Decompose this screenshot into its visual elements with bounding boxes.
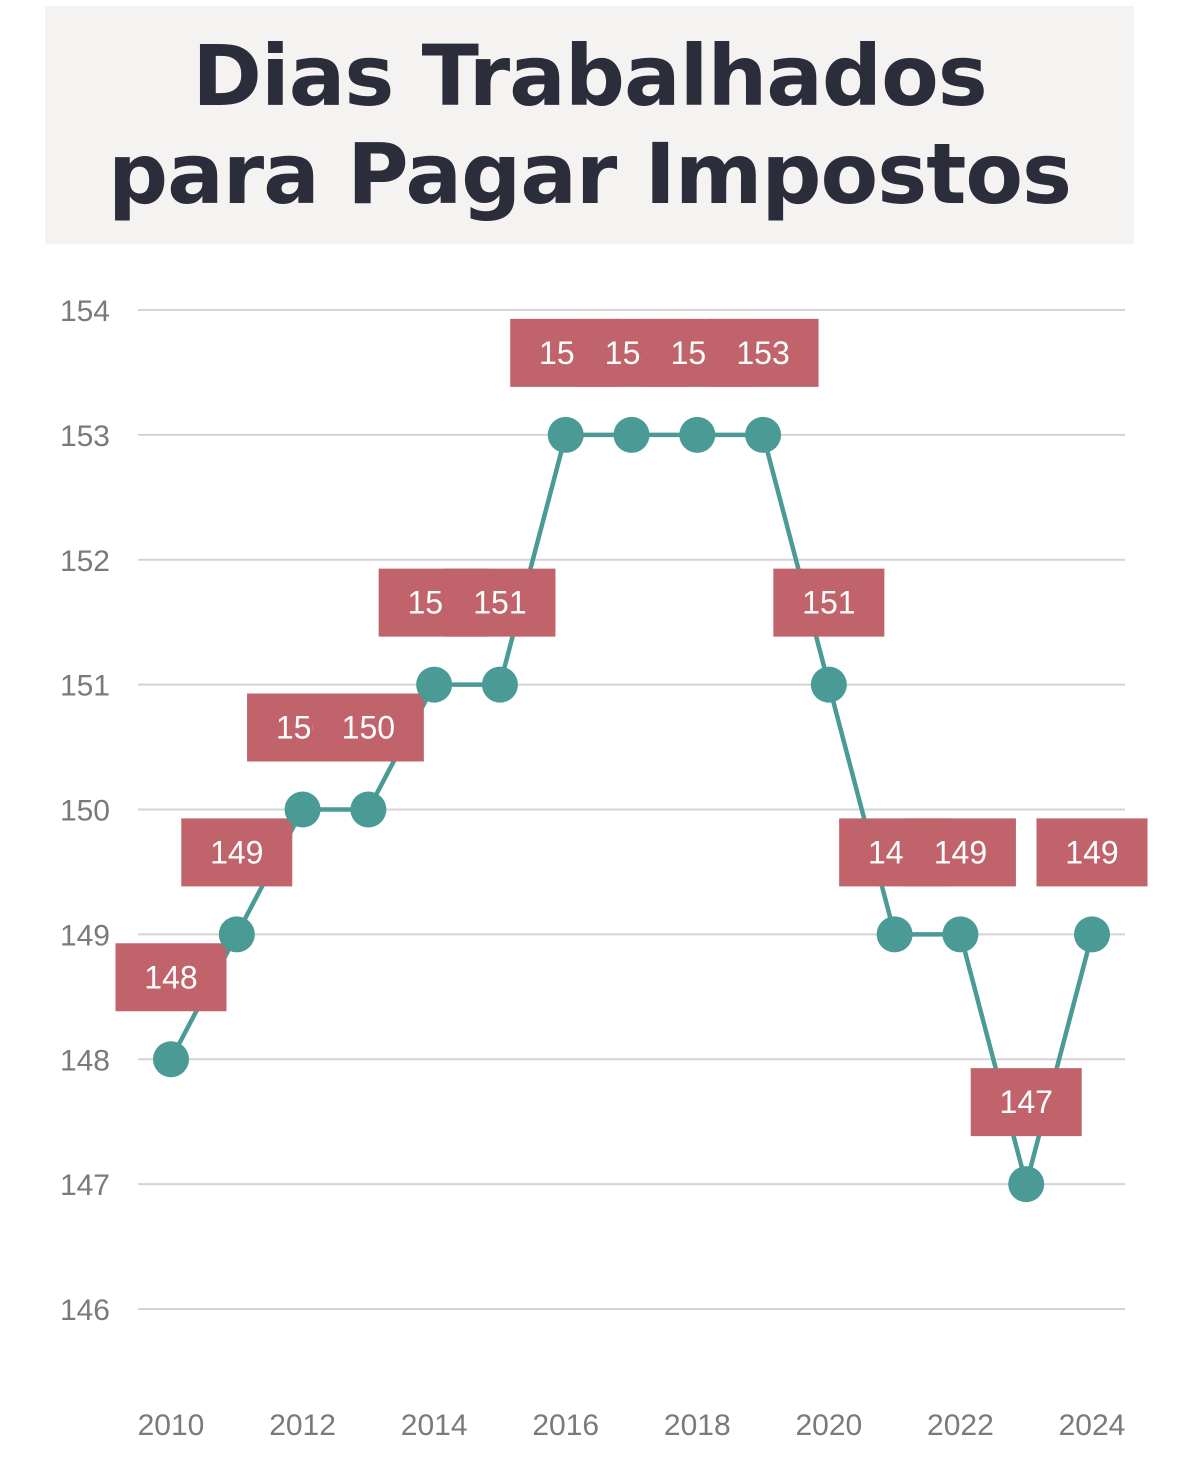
data-point-2013: [350, 791, 387, 828]
x-tick-label: 2018: [664, 1409, 731, 1442]
data-label-2024: 149: [1036, 818, 1148, 887]
data-label-text: 147: [1000, 1084, 1053, 1120]
y-tick-label: 146: [60, 1294, 110, 1327]
data-label-text: 153: [736, 335, 789, 371]
data-point-2024: [1074, 916, 1110, 953]
data-label-box: [707, 318, 819, 387]
data-label-2011: 149: [181, 818, 293, 887]
data-points: [153, 416, 1110, 1203]
data-label-box: [970, 1068, 1082, 1137]
data-point-2015: [481, 666, 518, 703]
data-point-2017: [613, 416, 650, 453]
y-tick-label: 152: [60, 545, 110, 578]
data-point-2010: [153, 1041, 189, 1078]
x-tick-label: 2016: [532, 1409, 599, 1442]
data-label-text: 148: [144, 959, 197, 995]
data-label-2013: 150: [312, 693, 424, 762]
y-tick-label: 153: [60, 420, 110, 453]
data-label-text: 151: [802, 585, 855, 621]
data-point-2019: [745, 416, 782, 453]
data-point-2020: [810, 666, 847, 703]
y-tick-label: 151: [60, 670, 110, 703]
x-tick-label: 2012: [269, 1409, 336, 1442]
data-label-2010: 148: [115, 943, 227, 1012]
x-tick-label: 2020: [795, 1409, 862, 1442]
data-point-2012: [284, 791, 321, 828]
data-label-2020: 151: [773, 568, 885, 637]
data-label-text: 149: [210, 834, 263, 870]
chart-title: Dias Trabalhados para Pagar Impostos: [107, 27, 1072, 223]
x-tick-label: 2024: [1059, 1409, 1126, 1442]
data-label-text: 150: [342, 710, 395, 746]
data-point-2021: [876, 916, 913, 953]
data-point-2018: [679, 416, 716, 453]
data-point-2016: [547, 416, 584, 453]
x-tick-label: 2010: [138, 1409, 205, 1442]
data-label-box: [115, 943, 227, 1012]
data-label-box: [444, 568, 556, 637]
data-label-box: [181, 818, 293, 887]
data-point-2022: [942, 916, 979, 953]
y-tick-label: 149: [60, 919, 110, 952]
data-label-text: 151: [473, 585, 526, 621]
x-tick-label: 2022: [927, 1409, 994, 1442]
data-label-box: [312, 693, 424, 762]
data-point-2023: [1008, 1166, 1045, 1203]
chart-title-box: Dias Trabalhados para Pagar Impostos: [45, 6, 1134, 244]
data-label-2019: 153: [707, 318, 819, 387]
x-axis-ticks: 2010 2012 2014 2016 2018 2020 2022 2024: [138, 1409, 1126, 1442]
data-label-text: 149: [1065, 834, 1118, 870]
data-label-box: [773, 568, 885, 637]
data-label-2015: 151: [444, 568, 556, 637]
y-axis-ticks: 146 147 148 149 150 151 152 153 154: [60, 295, 110, 1327]
data-label-box: [904, 818, 1016, 887]
data-point-2014: [416, 666, 453, 703]
x-tick-label: 2014: [401, 1409, 468, 1442]
data-label-text: 149: [934, 834, 987, 870]
data-label-2022: 149: [904, 818, 1016, 887]
data-label-2023: 147: [970, 1068, 1082, 1137]
y-tick-label: 150: [60, 795, 110, 828]
y-tick-label: 147: [60, 1169, 110, 1202]
y-tick-label: 148: [60, 1044, 110, 1077]
y-tick-label: 154: [60, 295, 110, 328]
data-point-2011: [218, 916, 255, 953]
data-label-box: [1036, 818, 1148, 887]
